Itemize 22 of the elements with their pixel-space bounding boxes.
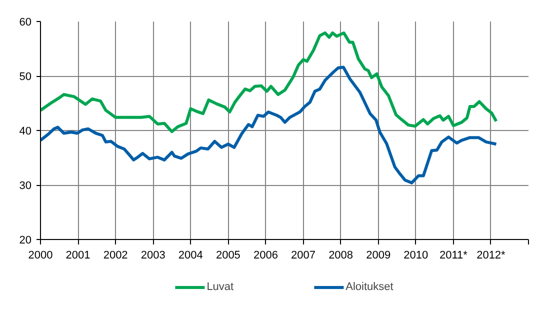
y-tick-label: 40 [19,126,32,138]
legend-label: Luvat [206,281,234,293]
legend-label: Aloitukset [346,281,394,293]
x-tick-label: 2007 [291,250,316,262]
x-tick-label: 2010 [404,250,428,262]
y-tick-label: 30 [19,180,32,192]
x-tick-label: 2000 [28,250,53,262]
x-tick-label: 2005 [216,250,240,262]
x-tick-label: 2006 [253,250,278,262]
y-tick-label: 20 [19,234,32,246]
y-tick-label: 50 [19,71,32,83]
x-tick-label: 2008 [328,250,354,262]
x-tick-label: 2009 [366,250,391,262]
x-tick-label: 2012* [476,250,506,262]
x-tick-label: 2003 [140,250,166,262]
x-tick-label: 2001 [66,250,90,262]
x-tick-label: 2002 [103,250,128,262]
line-series [40,31,498,134]
x-tick-label: 2004 [178,250,203,262]
x-tick-label: 2011* [439,250,468,262]
y-tick-label: 60 [19,16,32,28]
line-series [40,66,498,184]
